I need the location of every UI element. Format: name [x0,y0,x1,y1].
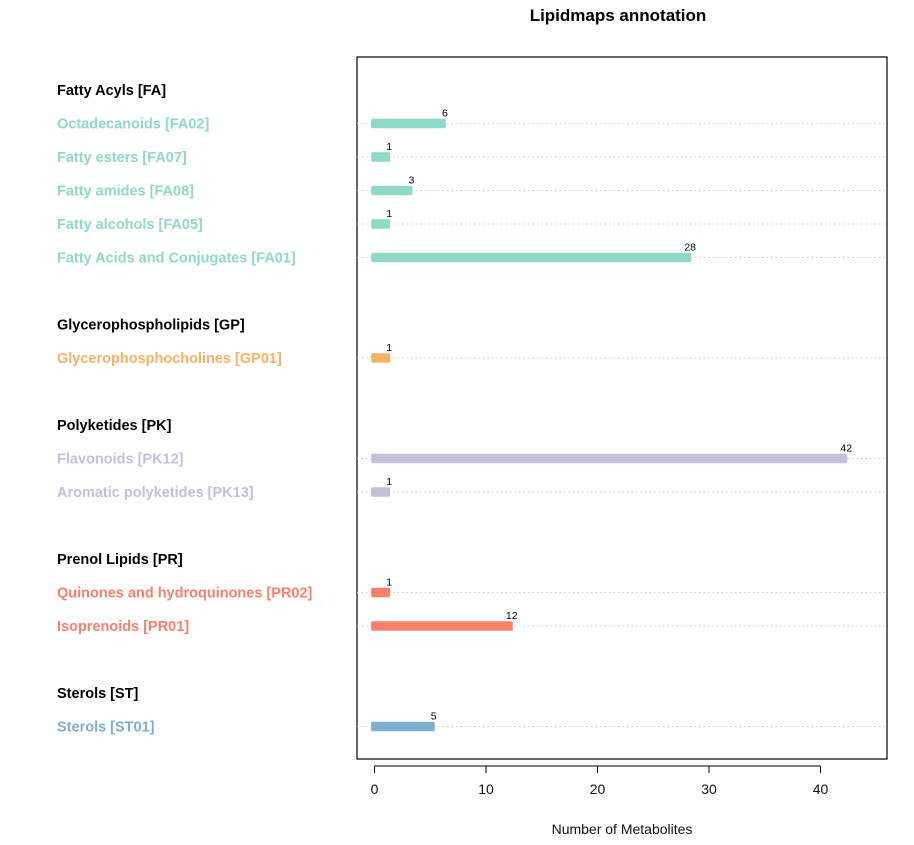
bar-quinones-and-hydroquinones-pr02 [371,587,391,598]
bar-isoprenoids-pr01 [371,621,513,631]
category-label-sterols-st01: Sterols [ST01] [57,720,155,736]
value-label-quinones-and-hydroquinones-pr02: 1 [386,577,392,589]
category-label-fatty-amides-fa08: Fatty amides [FA08] [57,184,194,200]
value-label-fatty-amides-fa08: 3 [408,175,414,187]
value-label-isoprenoids-pr01: 12 [506,610,518,622]
value-label-glycerophosphocholines-gp01: 1 [386,342,392,354]
x-tick-label-40: 40 [813,781,829,797]
category-label-glycerophosphocholines-gp01: Glycerophosphocholines [GP01] [57,351,282,367]
bar-aromatic-polyketides-pk13 [371,487,391,497]
bars [371,118,848,732]
group-label-fatty-acyls-fa: Fatty Acyls [FA] [57,83,166,99]
group-label-glycerophospholipids-gp: Glycerophospholipids [GP] [57,318,245,334]
bar-fatty-alcohols-fa05 [371,219,391,229]
bar-flavonoids-pk12 [371,453,848,464]
group-label-polyketides-pk: Polyketides [PK] [57,418,172,434]
group-label-prenol-lipids-pr: Prenol Lipids [PR] [57,552,183,568]
x-tick-label-0: 0 [371,781,379,797]
category-label-fatty-acids-and-conjugates-fa01: Fatty Acids and Conjugates [FA01] [57,251,296,267]
x-tick-label-10: 10 [478,781,494,797]
category-label-octadecanoids-fa02: Octadecanoids [FA02] [57,117,209,133]
bar-fatty-amides-fa08 [371,185,413,196]
x-tick-label-20: 20 [590,781,606,797]
category-label-quinones-and-hydroquinones-pr02: Quinones and hydroquinones [PR02] [57,586,313,602]
chart-title: Lipidmaps annotation [530,6,707,25]
value-label-aromatic-polyketides-pk13: 1 [386,476,392,488]
bar-sterols-st01 [371,721,435,732]
value-label-octadecanoids-fa02: 6 [442,108,448,120]
value-label-fatty-esters-fa07: 1 [386,141,392,153]
plot-frame [356,56,888,760]
category-label-fatty-esters-fa07: Fatty esters [FA07] [57,150,187,166]
group-label-sterols-st: Sterols [ST] [57,686,139,702]
bar-fatty-acids-and-conjugates-fa01 [371,252,692,263]
bar-octadecanoids-fa02 [371,118,446,129]
category-label-fatty-alcohols-fa05: Fatty alcohols [FA05] [57,217,203,233]
value-label-fatty-acids-and-conjugates-fa01: 28 [684,242,696,254]
bar-glycerophosphocholines-gp01 [371,353,391,363]
x-axis: 0 10 20 30 40 [371,765,829,797]
category-labels: Fatty Acyls [FA] Octadecanoids [FA02] 6 Fat… [57,83,852,736]
x-axis-title: Number of Metabolites [552,821,693,837]
x-tick-label-30: 30 [701,781,717,797]
category-label-aromatic-polyketides-pk13: Aromatic polyketides [PK13] [57,485,254,501]
grid-lines [357,123,887,727]
value-label-fatty-alcohols-fa05: 1 [386,208,392,220]
category-label-flavonoids-pk12: Flavonoids [PK12] [57,452,184,468]
category-label-isoprenoids-pr01: Isoprenoids [PR01] [57,619,189,635]
value-label-sterols-st01: 5 [431,711,437,723]
bar-fatty-esters-fa07 [371,152,391,162]
value-label-flavonoids-pk12: 42 [840,443,852,455]
